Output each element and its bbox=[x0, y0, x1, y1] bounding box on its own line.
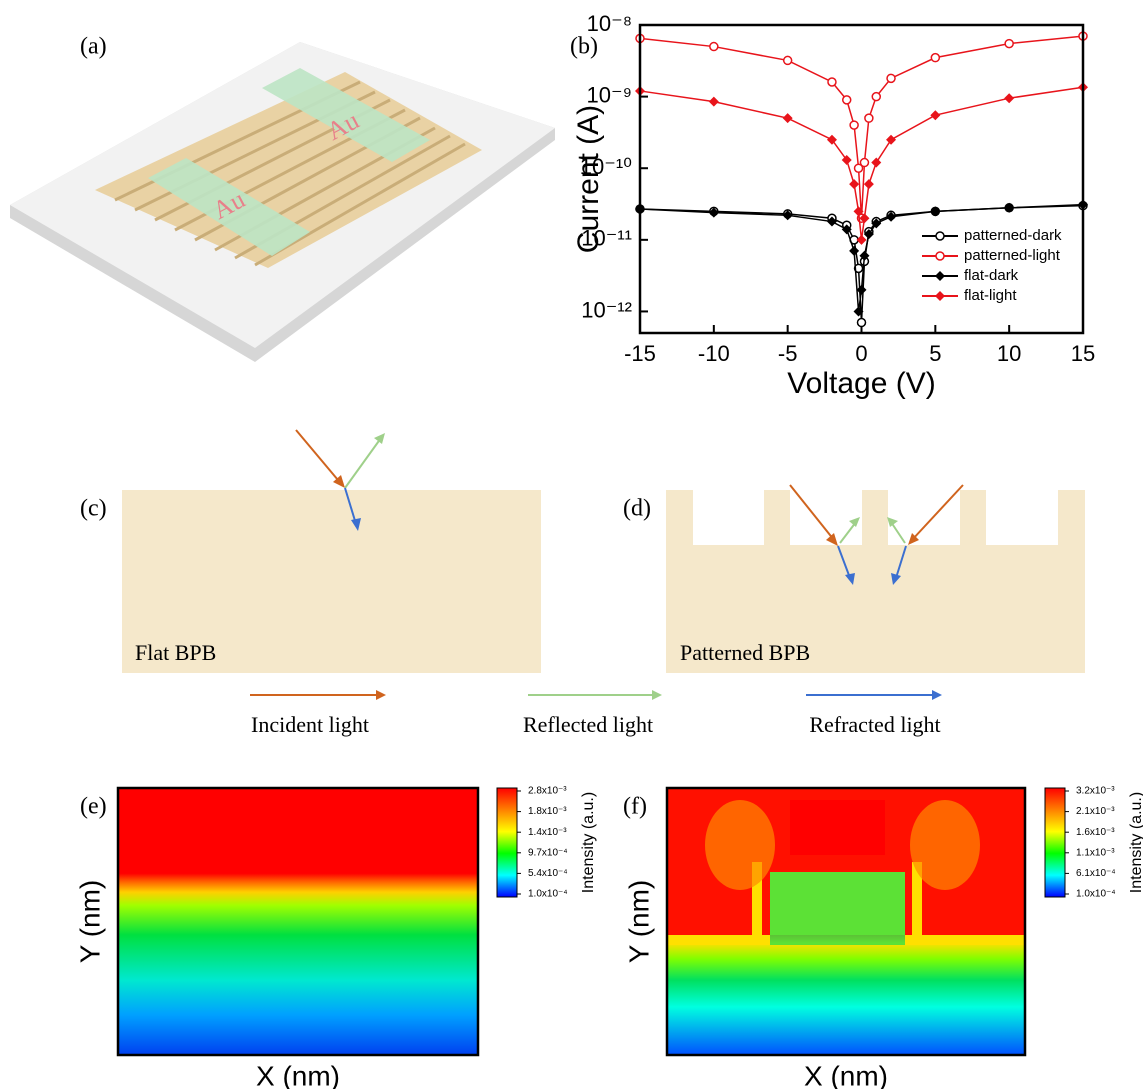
panel-label: (e) bbox=[80, 794, 107, 820]
figure: Au Au (a) (c) Flat BPB (d) Patterned BPB… bbox=[0, 0, 1143, 1089]
arrow-legend bbox=[250, 690, 942, 700]
x-tick-label: 15 bbox=[1071, 341, 1095, 366]
y-tick-label: 10⁻¹² bbox=[581, 297, 632, 322]
marker bbox=[1005, 40, 1013, 48]
y-axis-label: Y (nm) bbox=[74, 880, 105, 964]
colorbar-tick-label: 2.8x10⁻³ bbox=[528, 786, 567, 797]
marker bbox=[783, 113, 793, 123]
colorbar-tick-label: 1.4x10⁻³ bbox=[528, 827, 567, 838]
panel-label: (c) bbox=[80, 496, 107, 522]
legend-text: Refracted light bbox=[809, 712, 940, 737]
marker bbox=[860, 159, 868, 167]
legend-text: flat-light bbox=[964, 287, 1017, 304]
panel-label: (b) bbox=[570, 34, 598, 60]
marker bbox=[710, 43, 718, 51]
panel-label: (d) bbox=[623, 496, 651, 522]
y-axis-label: Y (nm) bbox=[623, 880, 654, 964]
caption: Patterned BPB bbox=[680, 640, 810, 665]
colorbar-tick-label: 1.6x10⁻³ bbox=[1076, 827, 1115, 838]
marker bbox=[857, 235, 867, 245]
panel-label: (a) bbox=[80, 34, 107, 60]
x-axis-label: Voltage (V) bbox=[787, 367, 935, 400]
marker bbox=[872, 93, 880, 101]
colorbar-tick-label: 1.0x10⁻⁴ bbox=[528, 889, 568, 900]
x-tick-label: -10 bbox=[698, 341, 730, 366]
series-line bbox=[640, 36, 1083, 218]
x-tick-label: -5 bbox=[778, 341, 798, 366]
legend-marker bbox=[935, 291, 945, 301]
colorbar-tick-label: 1.1x10⁻³ bbox=[1076, 847, 1115, 858]
colorbar-tick-label: 5.4x10⁻⁴ bbox=[528, 868, 568, 879]
caption: Flat BPB bbox=[135, 640, 216, 665]
colorbar-tick-label: 3.2x10⁻³ bbox=[1076, 786, 1115, 797]
marker bbox=[850, 121, 858, 129]
marker bbox=[1004, 203, 1014, 213]
device-sketch: Au Au bbox=[10, 42, 555, 362]
x-tick-label: 0 bbox=[855, 341, 867, 366]
colorbar-tick-label: 9.7x10⁻⁴ bbox=[528, 847, 568, 858]
marker bbox=[709, 97, 719, 107]
y-axis-label: Current (A) bbox=[572, 105, 605, 253]
marker bbox=[857, 285, 867, 295]
marker bbox=[887, 74, 895, 82]
colorbar-tick-label: 1.0x10⁻⁴ bbox=[1076, 889, 1116, 900]
marker bbox=[842, 155, 852, 165]
x-tick-label: 5 bbox=[929, 341, 941, 366]
panel-label: (f) bbox=[623, 794, 647, 820]
colorbar-label: Intensity (a.u.) bbox=[1128, 792, 1143, 893]
marker bbox=[871, 158, 881, 168]
marker bbox=[865, 114, 873, 122]
y-tick-label: 10⁻⁹ bbox=[586, 82, 632, 107]
colorbar-label: Intensity (a.u.) bbox=[580, 792, 597, 893]
y-tick-label: 10⁻⁸ bbox=[587, 11, 632, 36]
marker bbox=[849, 179, 859, 189]
colorbar-tick-label: 2.1x10⁻³ bbox=[1076, 806, 1115, 817]
x-axis-label: X (nm) bbox=[804, 1060, 888, 1089]
legend-marker bbox=[935, 271, 945, 281]
marker bbox=[1004, 93, 1014, 103]
x-tick-label: 10 bbox=[997, 341, 1021, 366]
marker bbox=[930, 110, 940, 120]
marker bbox=[827, 135, 837, 145]
marker bbox=[843, 96, 851, 104]
colorbar bbox=[497, 788, 517, 897]
legend-text: patterned-light bbox=[964, 247, 1061, 264]
marker bbox=[886, 135, 896, 145]
legend-marker bbox=[936, 232, 944, 240]
legend-marker bbox=[936, 252, 944, 260]
marker bbox=[858, 319, 866, 327]
legend-text: Reflected light bbox=[523, 712, 653, 737]
marker bbox=[849, 246, 859, 256]
marker bbox=[931, 54, 939, 62]
colorbar-tick-label: 6.1x10⁻⁴ bbox=[1076, 868, 1116, 879]
legend-text: flat-dark bbox=[964, 267, 1019, 284]
field-map bbox=[667, 788, 1025, 1055]
legend-text: patterned-dark bbox=[964, 227, 1062, 244]
marker bbox=[930, 206, 940, 216]
legend-text: Incident light bbox=[251, 712, 369, 737]
field-map bbox=[118, 788, 478, 1055]
marker bbox=[864, 179, 874, 189]
x-axis-label: X (nm) bbox=[256, 1060, 340, 1089]
marker bbox=[784, 56, 792, 64]
x-tick-label: -15 bbox=[624, 341, 656, 366]
marker bbox=[828, 78, 836, 86]
colorbar bbox=[1045, 788, 1065, 897]
colorbar-tick-label: 1.8x10⁻³ bbox=[528, 806, 567, 817]
